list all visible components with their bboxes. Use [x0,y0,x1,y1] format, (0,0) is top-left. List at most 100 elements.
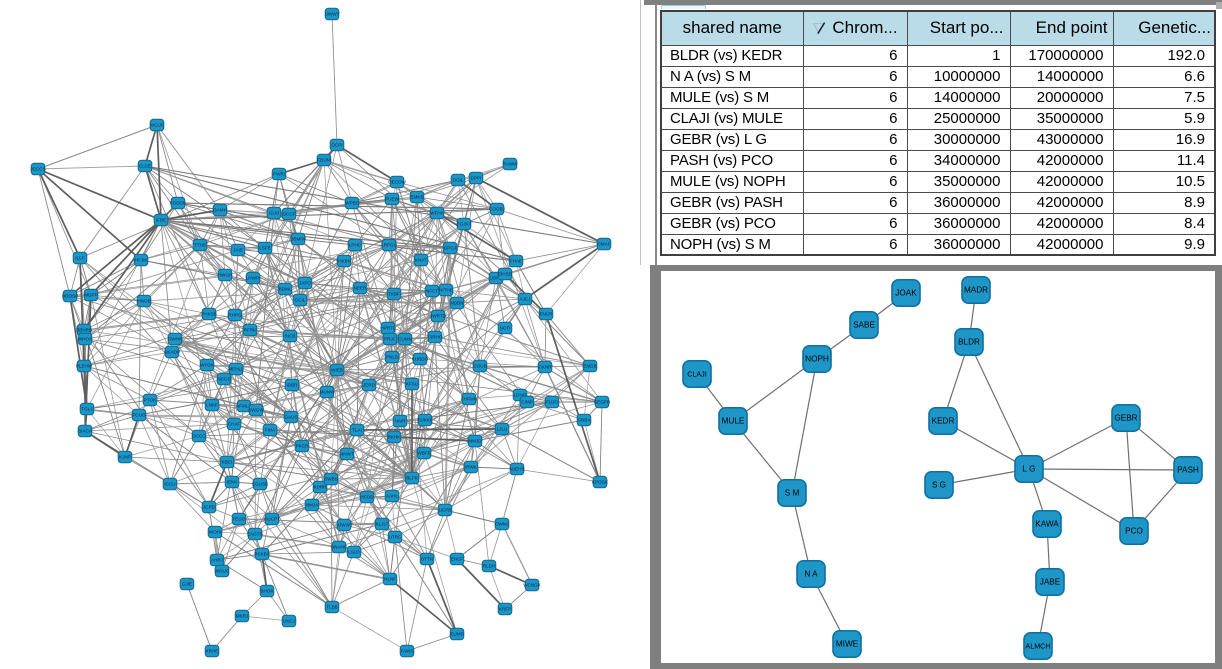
svg-text:RLDH: RLDH [483,564,496,569]
svg-text:S G: S G [932,481,946,490]
svg-text:CMAF: CMAF [597,242,610,247]
svg-text:PWRI: PWRI [273,172,285,177]
svg-text:EMKB: EMKB [410,195,423,200]
svg-text:KAWA: KAWA [1035,520,1059,529]
svg-text:GNBA: GNBA [577,418,591,423]
svg-text:CLCE: CLCE [139,164,151,169]
svg-text:NMJA: NMJA [306,503,319,508]
svg-text:FAWS: FAWS [401,649,414,654]
svg-text:MULE: MULE [722,417,745,426]
svg-text:TLAI: TLAI [352,428,362,433]
svg-text:OTTN: OTTN [421,557,434,562]
svg-text:CIMP: CIMP [521,400,532,405]
svg-text:DCCG: DCCG [192,434,206,439]
svg-text:DCPI: DCPI [332,143,343,148]
svg-text:HFJM: HFJM [135,258,147,263]
svg-text:TLBB: TLBB [326,605,338,610]
svg-text:LDHO: LDHO [514,393,527,398]
svg-text:MMJD: MMJD [468,439,482,444]
svg-text:KFSU: KFSU [406,382,418,387]
svg-text:UOPS: UOPS [489,276,502,281]
svg-text:ICCU: ICCU [164,482,175,487]
svg-text:MJWWT: MJWWT [335,523,353,528]
svg-text:TEGO: TEGO [232,517,245,522]
svg-text:EAGTG: EAGTG [247,532,264,537]
svg-text:RSKBA: RSKBA [254,552,271,557]
svg-text:PCO: PCO [1125,527,1143,536]
svg-text:ENCR: ENCR [539,312,553,317]
svg-text:LHWPI: LHWPI [246,276,261,281]
svg-text:DBMIW: DBMIW [290,237,306,242]
svg-text:WOHI: WOHI [209,530,222,535]
svg-text:HNOB: HNOB [137,299,150,304]
svg-text:JWRTD: JWRTD [430,314,447,319]
svg-text:BKHK: BKHK [388,435,401,440]
svg-text:IEKK: IEKK [227,480,238,485]
svg-text:WCUC: WCUC [150,123,165,128]
svg-text:MADR: MADR [964,286,988,295]
svg-text:BDML: BDML [279,287,292,292]
svg-text:FCUO: FCUO [132,413,145,418]
svg-text:JOAK: JOAK [895,289,917,298]
svg-text:WCNGK: WCNGK [523,583,542,588]
svg-text:NCTI: NCTI [500,326,511,331]
svg-text:LJLU: LJLU [497,427,508,432]
svg-text:ALMCH: ALMCH [1025,642,1050,651]
svg-text:RFRK: RFRK [244,328,257,333]
svg-text:UKCJ: UKCJ [283,619,295,624]
svg-text:AFMLD: AFMLD [236,404,252,409]
svg-text:HPRTL: HPRTL [381,326,396,331]
svg-text:FIHA: FIHA [265,428,276,433]
svg-text:SIACA: SIACA [78,429,93,434]
svg-text:LSFE: LSFE [259,246,271,251]
svg-text:JABE: JABE [1040,578,1061,587]
svg-text:CLAJI: CLAJI [687,370,707,379]
svg-text:UTRC: UTRC [389,535,402,540]
svg-text:SWGW: SWGW [248,408,264,413]
svg-text:L G: L G [1023,465,1036,474]
svg-text:TKBF: TKBF [388,292,400,297]
svg-text:N A: N A [804,570,818,579]
svg-text:HWGH: HWGH [218,273,233,278]
svg-text:CUMN: CUMN [398,337,412,342]
svg-text:EIHSD: EIHSD [498,272,513,277]
svg-text:EMDB: EMDB [583,364,596,369]
svg-text:RAWW: RAWW [503,162,519,167]
svg-text:KBCI: KBCI [222,460,233,465]
svg-text:HUCPT: HUCPT [264,517,280,522]
svg-text:TTHB: TTHB [194,243,206,248]
svg-text:ENCF: ENCF [451,557,464,562]
svg-text:KEDR: KEDR [932,417,955,426]
svg-text:IRWK: IRWK [465,465,478,470]
svg-text:GEGPD: GEGPD [594,400,611,405]
svg-text:JERD: JERD [363,383,376,388]
svg-text:GCIL: GCIL [295,298,306,303]
svg-text:RICB: RICB [285,334,296,339]
svg-text:PRJC: PRJC [384,337,397,342]
svg-text:DPPI: DPPI [471,176,482,181]
svg-text:UWWT: UWWT [325,12,340,17]
svg-text:NITHE: NITHE [439,288,453,293]
svg-text:TGLJ: TGLJ [81,407,92,412]
svg-text:RHPG: RHPG [228,313,242,318]
svg-text:DGIL: DGIL [453,178,464,183]
svg-text:HCDD: HCDD [360,495,374,500]
svg-text:SABE: SABE [853,321,875,330]
svg-text:PHKSB: PHKSB [201,312,217,317]
svg-text:IDBR: IDBR [287,383,299,388]
svg-text:LNKF: LNKF [206,403,218,408]
svg-text:CKNR: CKNR [538,365,552,370]
svg-text:JCPD: JCPD [203,505,216,510]
svg-text:WIEB: WIEB [331,368,343,373]
svg-text:GEBR: GEBR [1114,414,1137,423]
svg-text:BLDR: BLDR [958,338,980,347]
svg-text:OECOW: OECOW [388,180,407,185]
svg-text:LPHC: LPHC [349,243,362,248]
svg-text:SWBS: SWBS [324,477,338,482]
svg-text:WOUG: WOUG [215,569,230,574]
svg-text:HAIR: HAIR [395,419,407,424]
svg-text:JAPO: JAPO [299,281,311,286]
svg-text:MIWE: MIWE [836,640,859,649]
svg-text:EUMS: EUMS [450,632,463,637]
svg-text:WFHA: WFHA [430,211,444,216]
